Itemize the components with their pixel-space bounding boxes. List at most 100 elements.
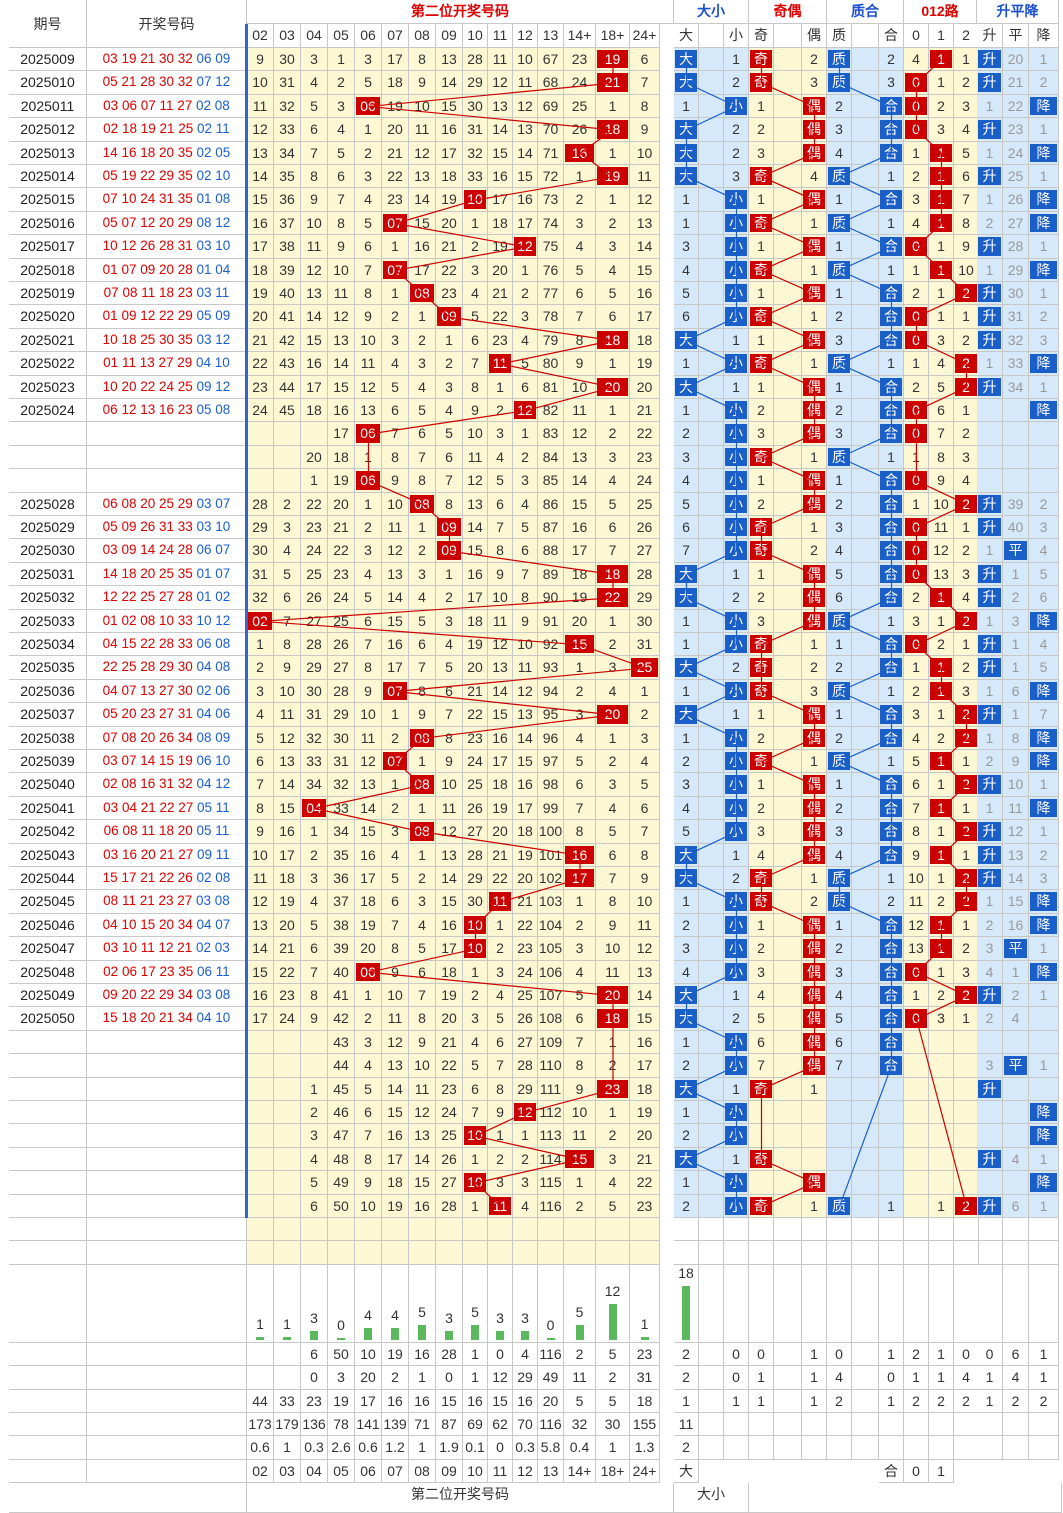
pc-cell: [852, 867, 879, 891]
pc-omission: 3: [827, 118, 852, 142]
blue-balls: 01 04: [196, 261, 231, 277]
route-cell: 1: [929, 258, 954, 282]
pc-cell: [852, 375, 879, 399]
omission-cell: 23: [274, 984, 301, 1008]
oe-omission: 5: [749, 1007, 774, 1031]
oe-omission: 2: [749, 399, 774, 423]
blank-cell: [879, 1241, 904, 1265]
omission-cell: 10: [463, 188, 488, 212]
oe-hit: 偶: [802, 703, 827, 727]
route-marker: 0: [905, 635, 927, 654]
omission-cell: 1: [355, 492, 382, 516]
trend-cell: 1: [1029, 820, 1059, 844]
bs-omission: 1: [674, 188, 699, 212]
trend-marker: 降: [1030, 681, 1057, 701]
issue-number: 2025016: [9, 211, 87, 236]
blue-balls: 02 05: [196, 144, 231, 160]
oe-marker: 偶: [803, 986, 825, 1005]
bs-hit: 小: [724, 352, 749, 376]
oe-marker: 奇: [750, 635, 772, 654]
omission-cell: 39: [328, 937, 355, 961]
omission-cell: 3: [382, 820, 409, 844]
trend-cell: 1: [1029, 48, 1059, 72]
draw-numbers: 05 07 12 20 29 08 12: [87, 211, 247, 236]
pc-cell: [852, 984, 879, 1008]
route-cell: 2: [904, 375, 929, 399]
omission-cell: 69: [538, 94, 564, 119]
omission-cell: 36: [328, 867, 355, 891]
omission-cell: 2: [409, 328, 436, 353]
omission-cell: 13: [355, 399, 382, 423]
route-marker: 2: [955, 705, 977, 724]
draw-numbers: 05 19 22 29 35 02 10: [87, 165, 247, 189]
trend-cell: [977, 445, 1003, 470]
pc-omission: 1: [827, 703, 852, 727]
second-col-header: 03: [274, 24, 301, 48]
bs-hit: 大: [674, 375, 699, 399]
route-cell: [904, 1077, 929, 1101]
omission-cell: 2: [355, 516, 382, 540]
stat-bar-label: 5: [471, 1303, 479, 1320]
oe-omission: 2: [749, 586, 774, 610]
hit-ball: 18: [597, 120, 628, 139]
draw-numbers: 02 06 17 23 35 06 11: [87, 960, 247, 984]
omission-cell: 4: [596, 258, 630, 282]
stat-value: 0: [488, 1436, 513, 1460]
omission-cell: 10: [463, 1124, 488, 1148]
route-cell: 8: [904, 820, 929, 844]
pc-omission: 2: [879, 890, 904, 914]
footer-col-label: 1: [929, 1459, 954, 1484]
issue-number: 2025031: [9, 562, 87, 587]
red-balls: 01 02 08 10 33: [102, 612, 193, 628]
omission-cell: 3: [513, 469, 538, 493]
route-marker: 2: [955, 869, 977, 888]
omission-cell: [247, 1054, 274, 1078]
omission-cell: 22: [463, 703, 488, 727]
blue-balls: 09 11: [197, 846, 230, 862]
omission-cell: 9: [301, 188, 328, 212]
omission-cell: 11: [274, 703, 301, 727]
issue-number: 2025046: [9, 913, 87, 938]
oe-omission: 1: [749, 375, 774, 399]
oe-hit: 奇: [749, 890, 774, 914]
stat-value: 4: [827, 1366, 852, 1390]
omission-cell: 9: [596, 913, 630, 938]
omission-cell: 101: [538, 843, 564, 867]
draw-numbers: 02 18 19 21 25 02 11: [87, 118, 247, 142]
oe-marker: 奇: [750, 307, 772, 326]
hit-ball: 07: [383, 681, 407, 701]
draw-numbers: 06 08 11 18 20 05 11: [87, 820, 247, 844]
omission-cell: 09: [436, 516, 463, 540]
omission-cell: 2: [488, 937, 513, 961]
omission-cell: 20: [328, 492, 355, 516]
omission-cell: 13: [436, 843, 463, 867]
stat-value: [852, 1366, 879, 1390]
oe-omission: 2: [749, 726, 774, 750]
bs-marker: 大: [675, 50, 697, 69]
omission-cell: 4: [463, 1030, 488, 1055]
omission-cell: 21: [463, 679, 488, 704]
route-012-header: 012路: [904, 0, 977, 24]
bs-omission: 3: [674, 445, 699, 470]
omission-cell: 77: [538, 282, 564, 306]
hit-ball: 07: [383, 752, 407, 771]
omission-cell: 45: [328, 1077, 355, 1101]
route-cell: 2: [954, 703, 979, 727]
bs-cell: [699, 539, 724, 563]
omission-cell: 110: [538, 1054, 564, 1078]
route-marker: 0: [905, 541, 927, 560]
stat-label: [9, 1413, 87, 1437]
omission-cell: 109: [538, 1030, 564, 1055]
omission-cell: 10: [513, 633, 538, 657]
omission-cell: 13: [247, 913, 274, 938]
stat-value: 32: [564, 1413, 596, 1437]
blank-cell: [301, 1218, 328, 1242]
bs-cell: [699, 469, 724, 493]
trend-marker: 升: [978, 658, 1001, 677]
pc-col-header: 合: [879, 24, 904, 48]
omission-cell: 2: [596, 1054, 630, 1078]
omission-cell: 23: [328, 562, 355, 587]
bs-hit: 大: [674, 48, 699, 72]
omission-cell: 4: [513, 492, 538, 516]
pc-marker: 质: [828, 447, 850, 467]
